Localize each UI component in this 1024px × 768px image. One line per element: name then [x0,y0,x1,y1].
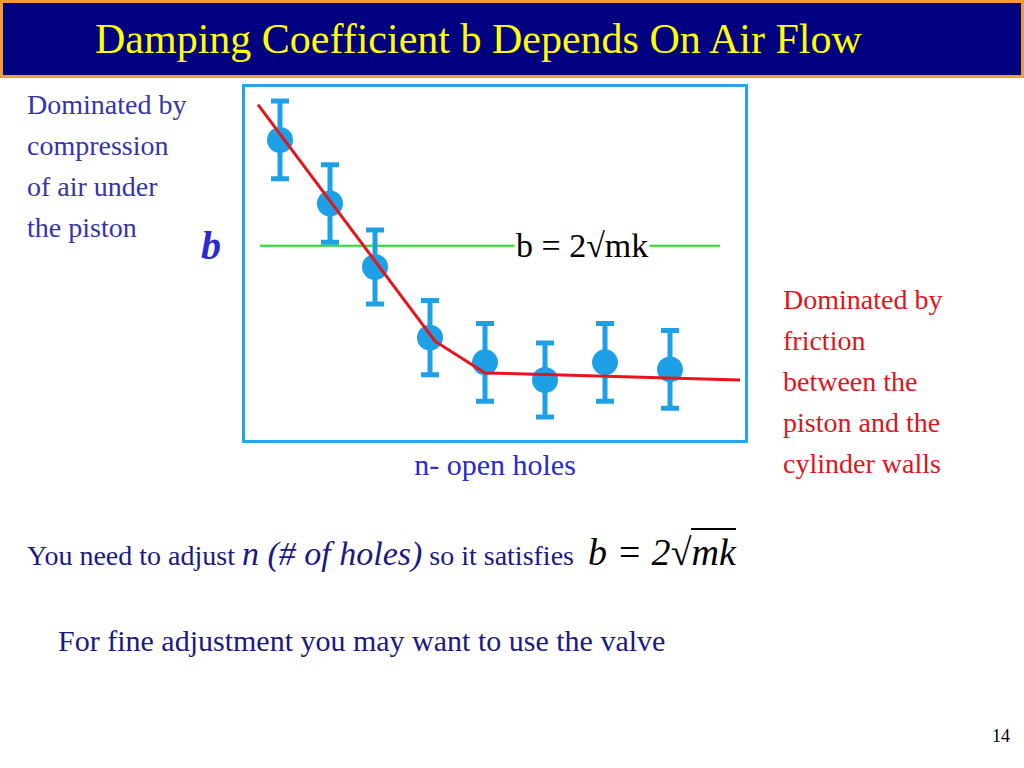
svg-text:b: b [201,223,221,268]
html-text:of air under: of air under [27,171,158,202]
html-text:compression: compression [27,130,169,161]
html-text:the piston: the piston [27,212,137,243]
html-text:Dominated by: Dominated by [783,284,943,315]
html-text:friction: friction [783,325,866,356]
html-text:Damping Coefficient b Depends: Damping Coefficient b Depends On Air Flo… [95,16,862,62]
html-text:Dominated by: Dominated by [27,89,187,120]
html-text:between the: between the [783,366,918,397]
html-text:You need to adjustn (# of hole: You need to adjustn (# of holes)so it sa… [27,531,736,573]
html-text:14: 14 [992,726,1010,746]
html-text:cylinder walls: cylinder walls [783,448,941,479]
svg-text:b = 2√mk: b = 2√mk [516,227,648,264]
html-text:For fine adjustment you may wa: For fine adjustment you may want to use … [58,624,666,657]
html-text:piston and the: piston and the [783,407,941,438]
svg-text:n- open holes: n- open holes [414,448,576,481]
